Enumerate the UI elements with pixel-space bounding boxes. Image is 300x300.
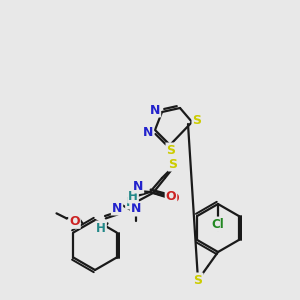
Text: S: S — [194, 274, 202, 286]
Text: N: N — [112, 202, 122, 214]
Text: S: S — [193, 115, 202, 128]
Text: S: S — [169, 158, 178, 170]
Text: O: O — [169, 191, 179, 205]
Text: H: H — [128, 190, 138, 202]
Text: Cl: Cl — [212, 218, 224, 230]
Text: N: N — [133, 179, 143, 193]
Text: N: N — [131, 202, 141, 215]
Text: S: S — [169, 157, 178, 169]
Text: O: O — [166, 190, 176, 202]
Text: H: H — [126, 196, 136, 208]
Text: S: S — [167, 143, 176, 157]
Text: H: H — [96, 221, 106, 235]
Text: O: O — [69, 215, 80, 228]
Text: N: N — [143, 125, 153, 139]
Text: N: N — [150, 103, 160, 116]
